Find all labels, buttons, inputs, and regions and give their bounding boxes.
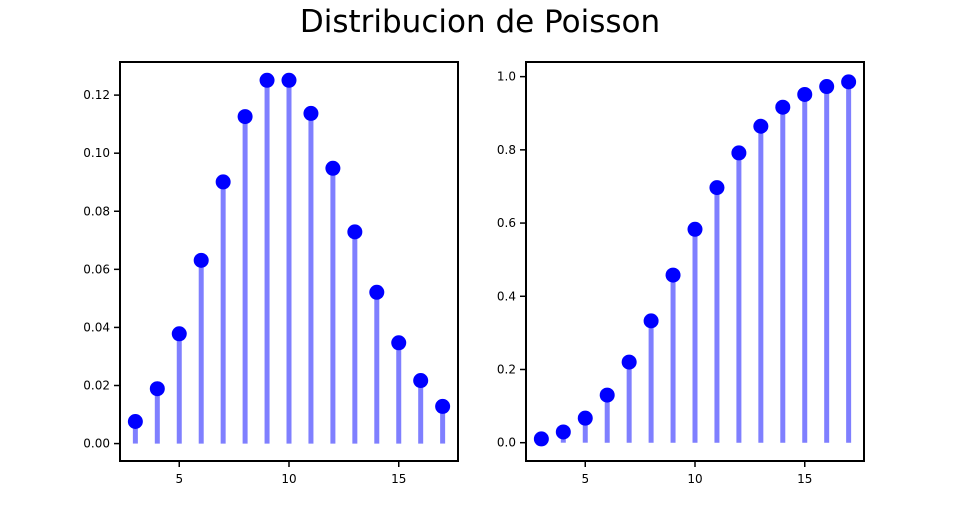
y-tick-label: 0.2 xyxy=(497,362,516,376)
data-point xyxy=(303,105,319,121)
data-point xyxy=(687,221,703,237)
y-tick-label: 1.0 xyxy=(497,70,516,84)
data-point xyxy=(325,160,341,176)
data-point xyxy=(281,72,297,88)
data-point xyxy=(171,326,187,342)
data-point xyxy=(775,99,791,115)
pmf-chart: 5 10 15 0.00 0.02 0.04 0.06 0.08 0.10 0.12 xyxy=(83,61,459,486)
data-point xyxy=(391,335,407,351)
data-point xyxy=(237,109,253,125)
data-point xyxy=(555,424,571,440)
data-point xyxy=(665,267,681,283)
data-point xyxy=(193,252,209,268)
y-tick-label: 0.12 xyxy=(83,88,110,102)
y-tick-label: 0.08 xyxy=(83,204,110,218)
data-point xyxy=(347,224,363,240)
data-point xyxy=(819,79,835,95)
x-tick-label: 15 xyxy=(391,472,406,486)
y-tick-label: 0.10 xyxy=(83,146,110,160)
data-point xyxy=(533,431,549,447)
data-point xyxy=(709,180,725,196)
data-point xyxy=(731,145,747,161)
x-tick-label: 15 xyxy=(797,472,812,486)
data-point xyxy=(369,284,385,300)
y-tick-label: 0.00 xyxy=(83,437,110,451)
data-point xyxy=(643,313,659,329)
y-tick-label: 0.6 xyxy=(497,216,516,230)
data-point xyxy=(127,414,143,430)
y-tick-label: 0.04 xyxy=(83,320,110,334)
data-point xyxy=(149,381,165,397)
data-point xyxy=(797,86,813,102)
figure-title: Distribucion de Poisson xyxy=(299,4,661,40)
y-tick-label: 0.4 xyxy=(497,289,516,303)
data-point xyxy=(413,373,429,389)
x-tick-label: 10 xyxy=(687,472,702,486)
data-point xyxy=(577,410,593,426)
data-point xyxy=(621,354,637,370)
y-tick-label: 0.06 xyxy=(83,262,110,276)
cdf-chart: 5 10 15 0.0 0.2 0.4 0.6 0.8 1.0 xyxy=(497,61,865,486)
y-tick-label: 0.8 xyxy=(497,143,516,157)
y-tick-label: 0.0 xyxy=(497,436,516,450)
data-point xyxy=(215,174,231,190)
data-point xyxy=(599,387,615,403)
data-point xyxy=(841,74,857,90)
y-tick-label: 0.02 xyxy=(83,378,110,392)
data-point xyxy=(435,398,451,414)
x-tick-label: 5 xyxy=(581,472,589,486)
data-point xyxy=(259,72,275,88)
x-tick-label: 5 xyxy=(175,472,183,486)
data-point xyxy=(753,118,769,134)
x-tick-label: 10 xyxy=(281,472,296,486)
